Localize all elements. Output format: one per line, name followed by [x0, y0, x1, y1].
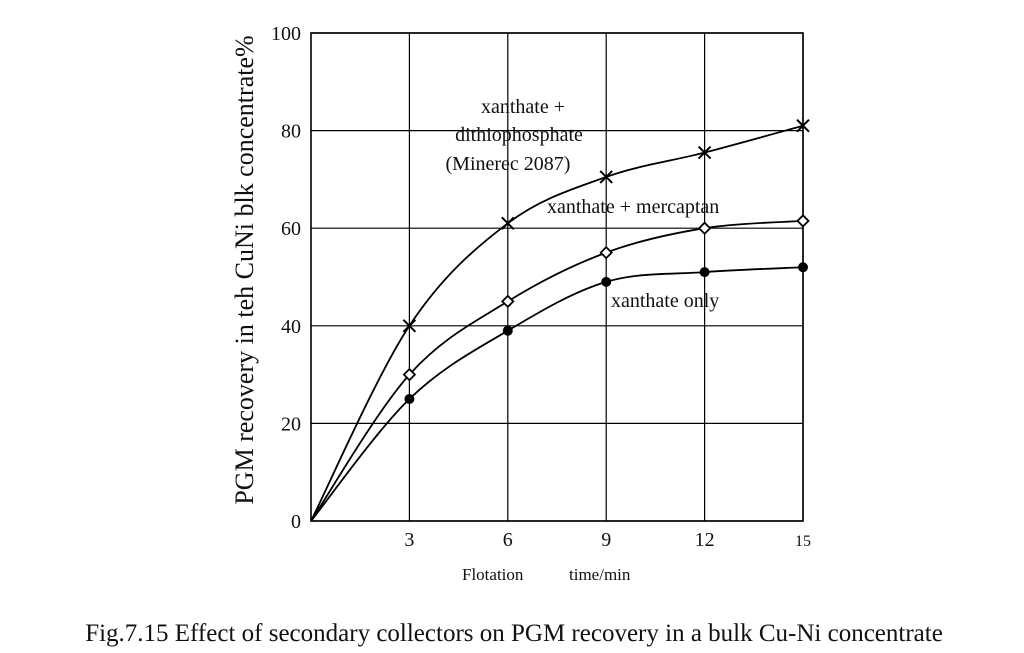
x-tick-label: 3 — [404, 529, 414, 551]
data-point-dot-marker — [798, 262, 808, 273]
data-point-diamond-marker — [599, 245, 613, 260]
y-axis-label: PGM recovery in teh CuNi blk concentrate… — [230, 35, 259, 504]
series-line — [310, 266, 804, 522]
data-point-diamond-marker — [402, 367, 417, 382]
y-tick-label: 0 — [291, 511, 301, 533]
data-point-x-marker — [501, 216, 515, 231]
y-tick-label: 40 — [281, 316, 301, 338]
series-label-dithiophosphate: xanthate + dithiophosphate (Minerec 2087… — [446, 96, 583, 175]
data-point-x-marker — [697, 145, 712, 160]
data-point-dot-marker — [404, 394, 415, 404]
data-point-dot-marker — [502, 325, 513, 336]
y-axis-ticks: 0 20 40 60 80 100 — [271, 23, 301, 533]
y-tick-label: 80 — [281, 121, 301, 143]
series-label-xanthate-only: xanthate only — [611, 290, 719, 312]
x-axis-label-time: time/min — [569, 565, 631, 584]
figure-caption: Fig.7.15 Effect of secondary collectors … — [85, 620, 943, 647]
series-label-line: dithiophosphate — [455, 124, 583, 146]
y-tick-label: 20 — [281, 413, 301, 435]
data-point-dot-marker — [601, 276, 612, 287]
x-tick-label: 15 — [795, 533, 811, 550]
x-tick-label: 6 — [503, 529, 513, 551]
series-label-line: xanthate + — [481, 96, 565, 118]
series-1 — [310, 119, 810, 522]
series-2 — [310, 214, 810, 522]
series-label-mercaptan: xanthate + mercaptan — [547, 196, 719, 218]
x-axis-label-flotation: Flotation — [462, 565, 524, 584]
x-tick-label: 12 — [695, 529, 715, 551]
data-point-x-marker — [796, 119, 810, 133]
data-point-x-marker — [599, 170, 613, 184]
series-line — [310, 124, 804, 522]
data-point-diamond-marker — [501, 294, 515, 309]
data-point-diamond-marker — [796, 214, 810, 228]
data-point-x-marker — [402, 319, 417, 333]
series-line — [310, 219, 804, 522]
x-axis-ticks: 3 6 9 12 15 — [404, 529, 811, 551]
plot-frame — [310, 32, 804, 522]
data-point-diamond-marker — [697, 221, 712, 235]
data-point-dot-marker — [699, 267, 710, 278]
series — [310, 119, 810, 522]
y-tick-label: 100 — [271, 23, 301, 45]
y-tick-label: 60 — [281, 218, 301, 240]
x-tick-label: 9 — [601, 529, 611, 551]
series-label-line: (Minerec 2087) — [446, 153, 571, 175]
series-3 — [310, 262, 808, 522]
